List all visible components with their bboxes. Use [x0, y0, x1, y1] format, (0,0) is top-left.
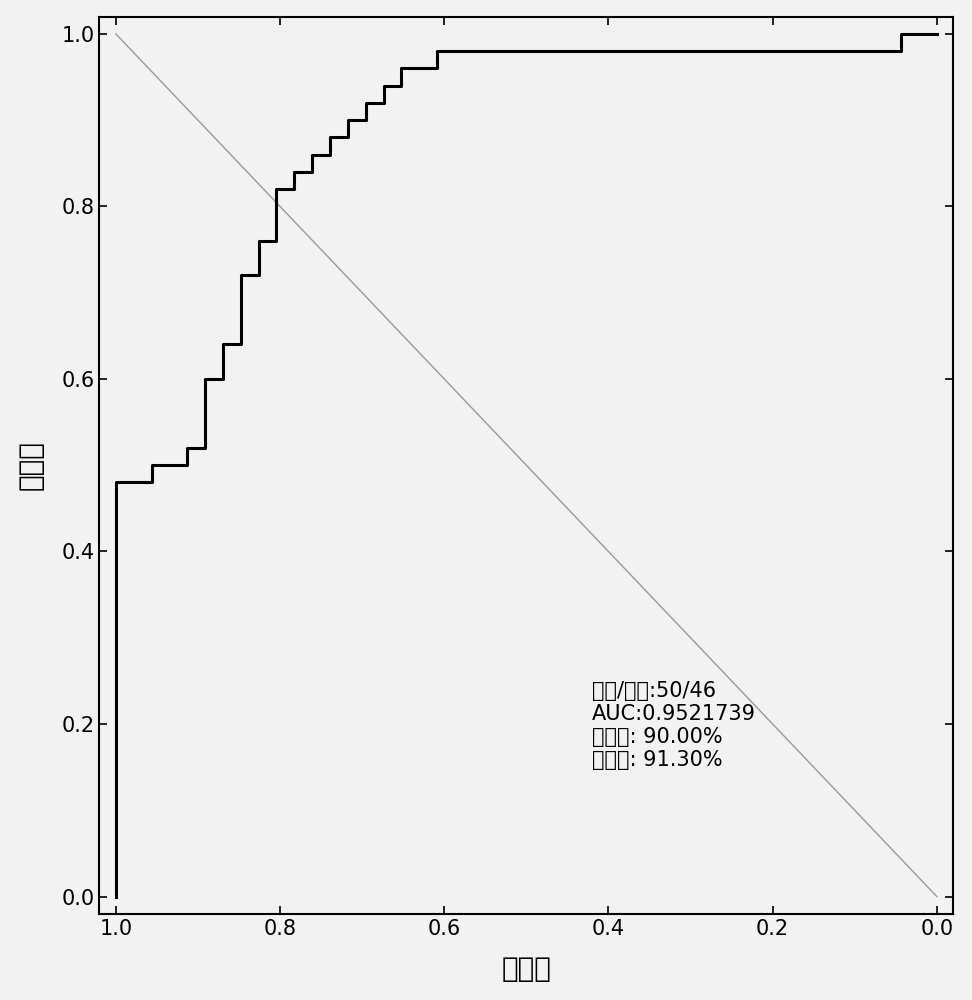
Text: 病例/对照:50/46
AUC:0.9521739
灵敏度: 90.00%
特异性: 91.30%: 病例/对照:50/46 AUC:0.9521739 灵敏度: 90.00% 特异… — [592, 681, 756, 770]
X-axis label: 特异性: 特异性 — [502, 955, 551, 983]
Y-axis label: 灵敏度: 灵敏度 — [17, 440, 45, 490]
